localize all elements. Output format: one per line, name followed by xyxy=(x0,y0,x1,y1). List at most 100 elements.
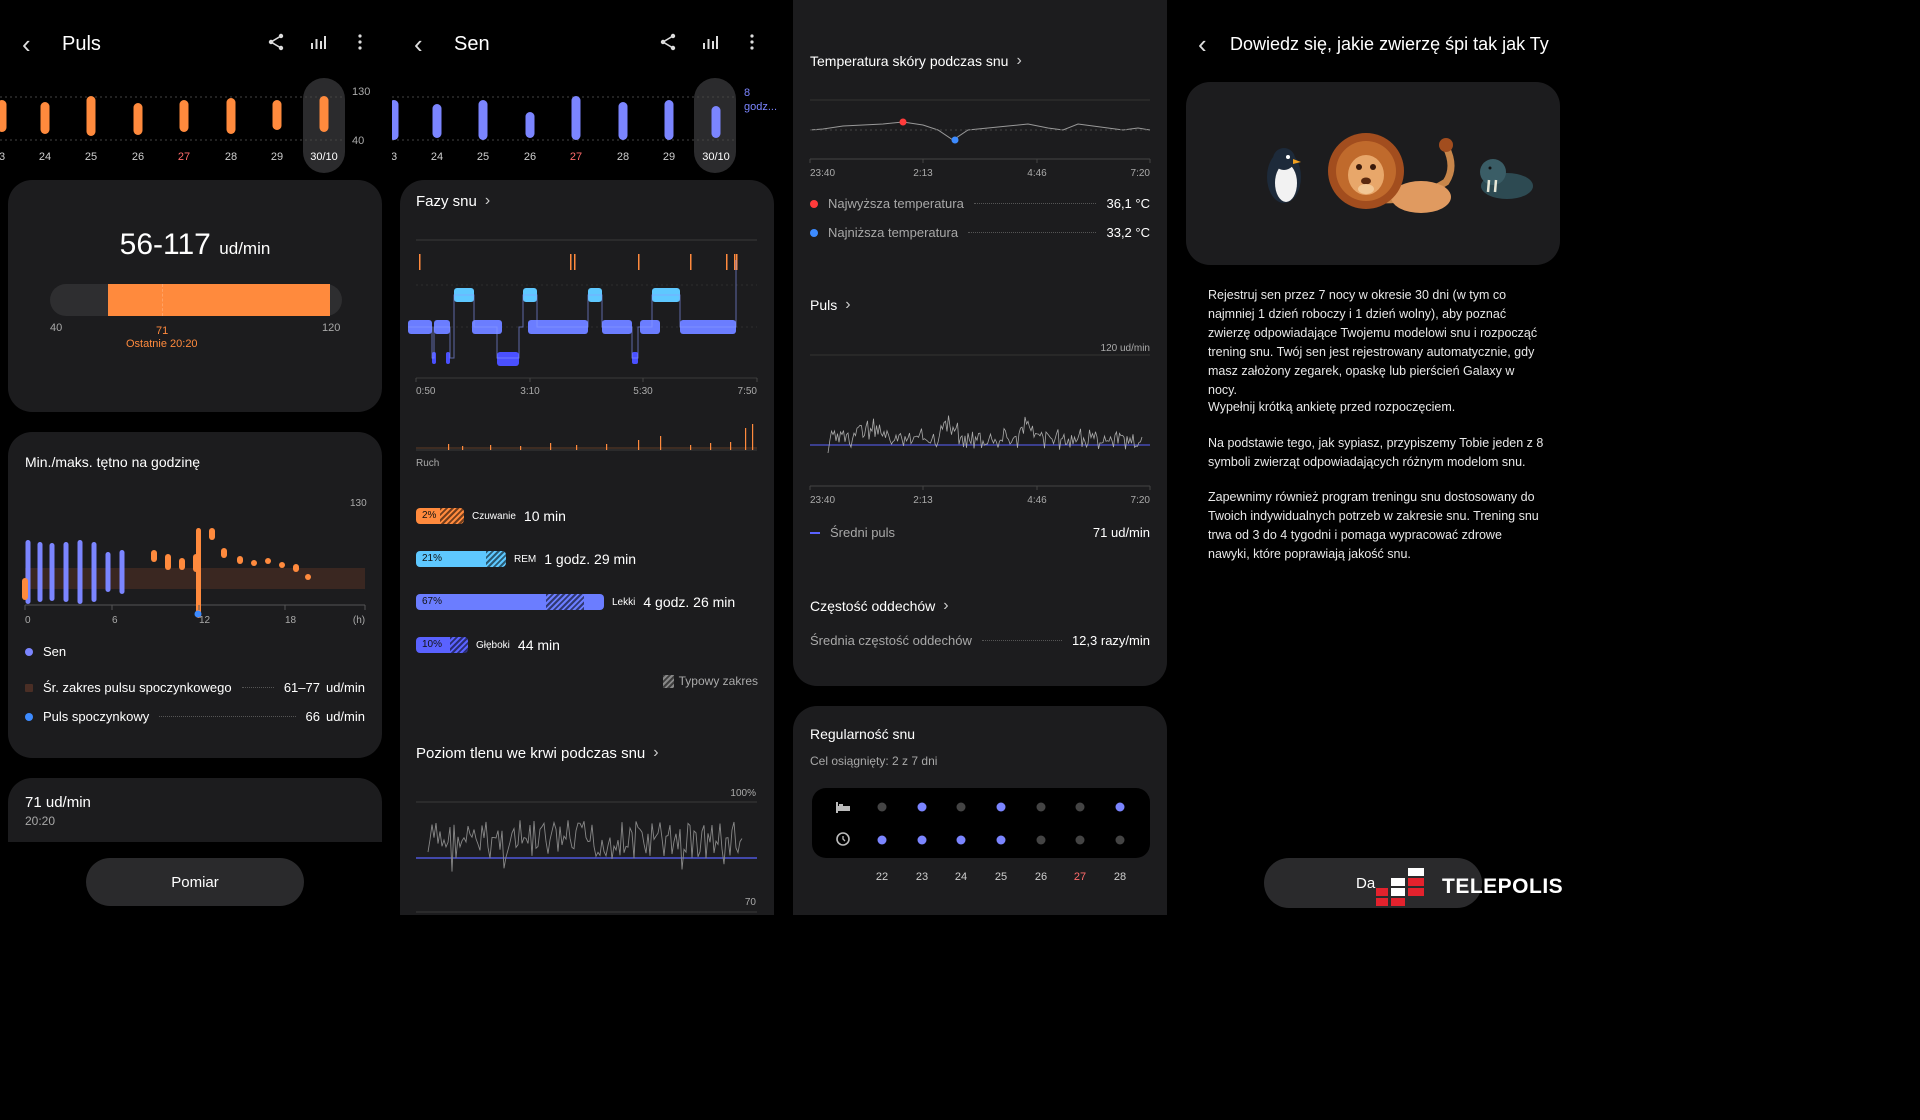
share-icon[interactable] xyxy=(266,32,286,52)
day-label: 22 xyxy=(876,871,888,883)
hour-bar xyxy=(209,528,215,540)
more-icon[interactable] xyxy=(350,32,370,52)
regularity-title: Regularność snu xyxy=(810,726,916,742)
x-tick-label: 12 xyxy=(199,615,211,626)
measure-button[interactable]: Pomiar xyxy=(86,858,304,906)
day-bar xyxy=(478,100,488,140)
regularity-dots xyxy=(836,802,1125,846)
info-paragraph-1: Rejestruj sen przez 7 nocy w okresie 30 … xyxy=(1208,288,1538,397)
day-label: 23 xyxy=(916,871,928,883)
avg-line-icon xyxy=(810,531,820,534)
more-icon[interactable] xyxy=(742,32,762,52)
last-measure-label: Ostatnie 20:20 xyxy=(126,338,198,350)
movement-bar xyxy=(752,424,754,450)
pulse-range-fill xyxy=(108,284,330,316)
last-value: 71 ud/min xyxy=(25,794,91,811)
next-button[interactable]: Da xyxy=(1264,858,1482,908)
deep-block xyxy=(446,352,450,364)
animal-header: ‹ Dowiedz się, jakie zwierzę śpi tak jak… xyxy=(1176,22,1568,66)
chevron-right-icon: › xyxy=(943,597,949,614)
chevron-right-icon: › xyxy=(845,296,851,313)
chart-icon[interactable] xyxy=(308,32,328,52)
axis-label-unit: godz... xyxy=(744,101,777,113)
avg-breath-value: 12,3 razy/min xyxy=(1071,633,1150,648)
last-measure-card[interactable]: 71 ud/min 20:20 xyxy=(8,778,382,842)
daily-pulse-strip[interactable]: 130 40 3 24 25 26 27 28 29 30/10 xyxy=(0,0,392,180)
deep-block xyxy=(497,352,519,366)
movement-bar xyxy=(576,445,578,450)
back-icon[interactable]: ‹ xyxy=(414,28,423,59)
hourly-pulse-chart: 130 0 6 12 18 (h) xyxy=(22,498,367,626)
animal-screen: ‹ Dowiedz się, jakie zwierzę śpi tak jak… xyxy=(1176,0,1568,915)
stage-deep: 10% Głęboki 44 min xyxy=(416,637,560,653)
wake-dot xyxy=(1075,835,1085,845)
day-label: 27 xyxy=(570,151,582,163)
hypnogram-chart: Ruch 0:50 3:10 5:30 7:50 xyxy=(408,239,758,469)
stage-value: 4 godz. 26 min xyxy=(643,594,736,610)
day-label: 27 xyxy=(1074,871,1086,883)
movement-bar xyxy=(660,436,662,450)
movement-label: Ruch xyxy=(416,458,439,469)
movement-bar xyxy=(448,444,450,450)
breath-title[interactable]: Częstość oddechów › xyxy=(810,597,949,614)
highest-temp-row: Najwyższa temperatura 36,1 °C xyxy=(810,196,1150,211)
movement-bar xyxy=(745,428,747,450)
x-tick-label: 0 xyxy=(25,615,31,626)
scale-max: 120 xyxy=(322,322,341,334)
day-bar xyxy=(0,100,7,132)
temp-line xyxy=(809,121,1151,141)
page-title: Puls xyxy=(62,32,101,55)
legend-resting-value: 66 xyxy=(305,709,320,724)
share-icon[interactable] xyxy=(658,32,678,52)
lion-icon xyxy=(1328,133,1455,213)
movement-bar xyxy=(550,443,552,450)
walrus-icon xyxy=(1480,159,1533,199)
stage-value: 44 min xyxy=(517,637,560,653)
wake-dot xyxy=(996,835,1006,845)
hour-bar xyxy=(293,564,299,572)
day-label: 24 xyxy=(431,151,443,163)
info-paragraph-2: Wypełnij krótką ankietę przed rozpoczęci… xyxy=(1208,400,1456,414)
time-label: 2:13 xyxy=(913,168,933,179)
range-square-icon xyxy=(25,683,33,692)
time-label: 3:10 xyxy=(520,386,540,397)
bed-icon xyxy=(836,802,850,813)
day-label: 27 xyxy=(178,151,190,163)
stage-value: 1 godz. 29 min xyxy=(544,551,637,567)
phases-title[interactable]: Fazy snu › xyxy=(416,192,491,210)
axis-top-label: 130 xyxy=(352,86,370,98)
skin-temp-title[interactable]: Temperatura skóry podczas snu › xyxy=(810,52,1022,69)
oxygen-title[interactable]: Poziom tlenu we krwi podczas snu › xyxy=(416,744,659,762)
day-bar xyxy=(226,98,236,134)
sleep-hour-bar xyxy=(37,542,43,602)
sleep-pulse-chart: 120 ud/min 23:40 2:13 4:46 7:20 xyxy=(809,343,1151,505)
day-bar xyxy=(571,96,581,140)
wake-dot xyxy=(877,835,887,845)
movement-bar xyxy=(710,443,712,450)
hatch-icon xyxy=(662,674,674,688)
movement-bar xyxy=(690,445,692,450)
telepolis-logo-icon xyxy=(1376,868,1424,906)
bed-dot xyxy=(1036,802,1046,812)
sleep-screen: ‹ Sen 8 godz... 3 24 25 26 27 28 29 30/10 Fazy … xyxy=(392,0,784,915)
back-icon[interactable]: ‹ xyxy=(22,28,31,59)
chart-icon[interactable] xyxy=(700,32,720,52)
pulse-max-label: 120 ud/min xyxy=(1101,343,1150,354)
lowest-temp-point xyxy=(951,136,959,144)
pulse-title[interactable]: Puls › xyxy=(810,296,851,313)
stage-awake: 2% Czuwanie 10 min xyxy=(416,508,566,524)
sleep-phases-card: Fazy snu › Ruch 0:50 3:10 5:30 7:50 2% Czuwa… xyxy=(400,180,774,915)
sleep-hour-bar xyxy=(63,542,69,602)
time-label: 5:30 xyxy=(633,386,653,397)
animal-illustration xyxy=(1267,133,1533,213)
awake-mark xyxy=(638,254,640,270)
regularity-days: 22 23 24 25 26 27 28 xyxy=(876,871,1126,883)
back-icon[interactable]: ‹ xyxy=(1198,28,1207,59)
legend-resting: Puls spoczynkowy 66 ud/min xyxy=(25,709,365,724)
hourly-title[interactable]: Min./maks. tętno na godzinę xyxy=(25,454,201,470)
bed-dot xyxy=(877,802,887,812)
pulse-line xyxy=(827,415,1143,454)
typical-range-legend: Typowy zakres xyxy=(662,674,758,688)
day-label: 25 xyxy=(477,151,489,163)
daily-sleep-strip[interactable]: 8 godz... 3 24 25 26 27 28 29 30/10 xyxy=(392,0,784,180)
